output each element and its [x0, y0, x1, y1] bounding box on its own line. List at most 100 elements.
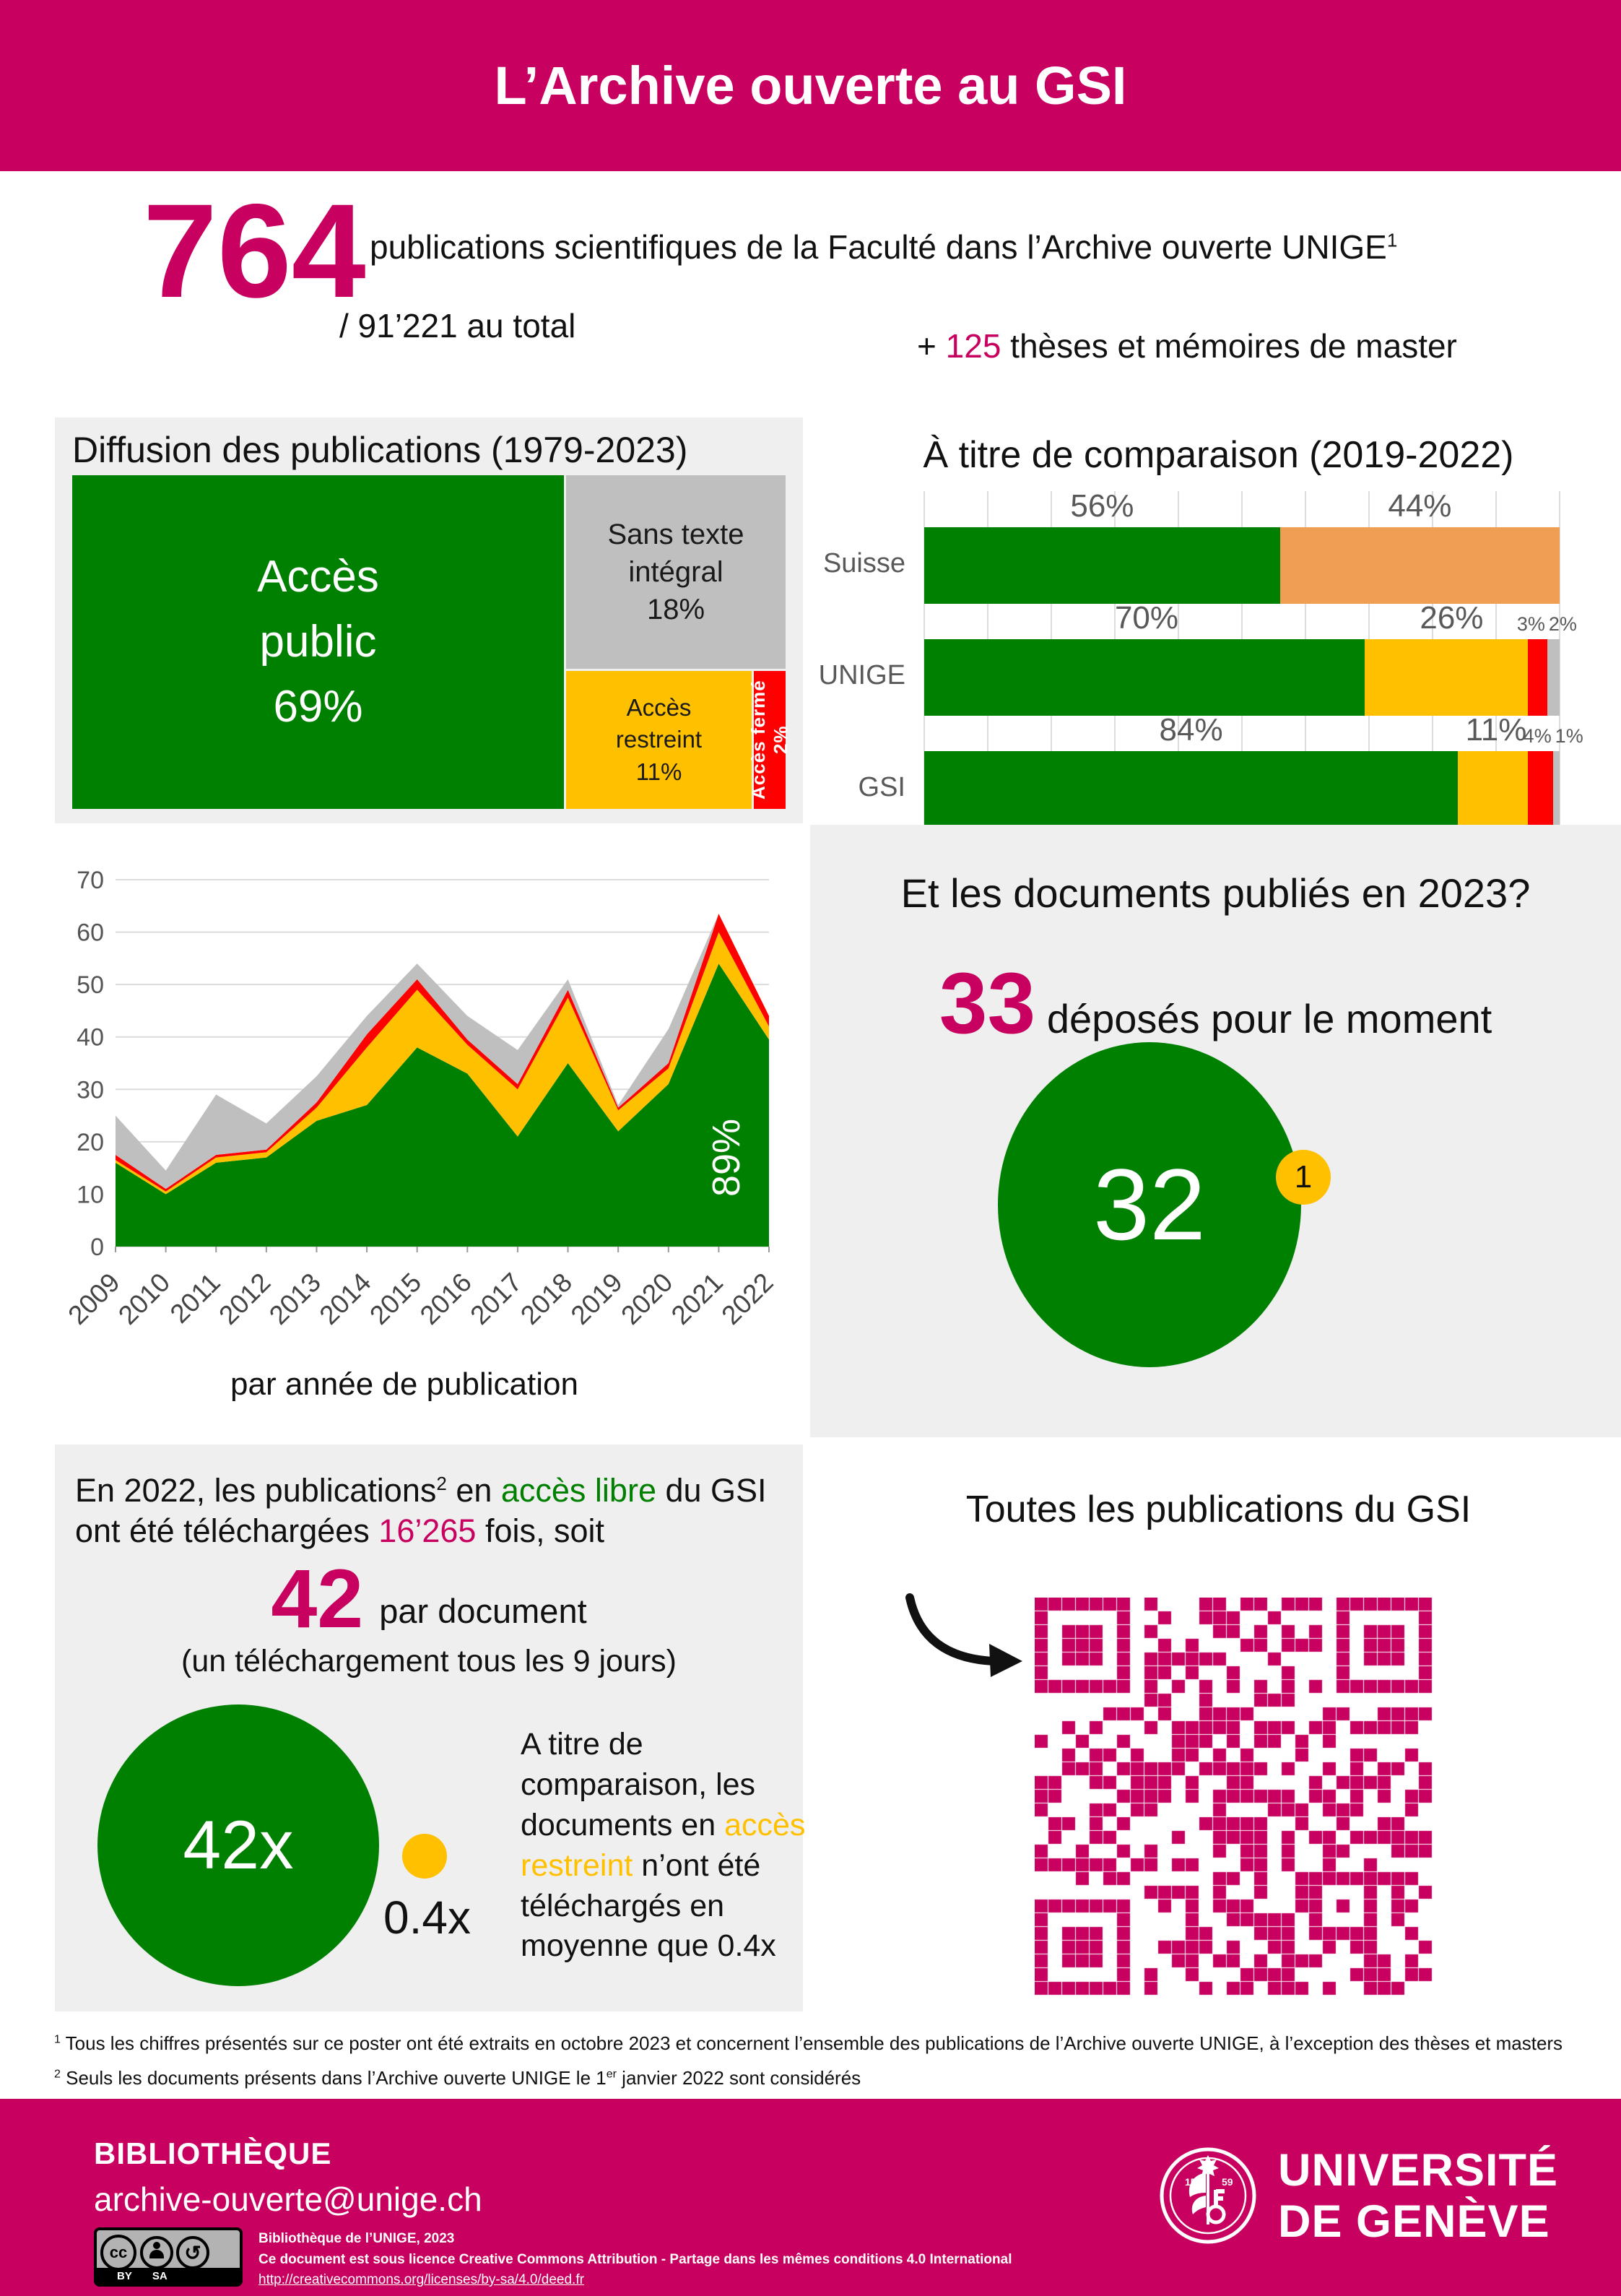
treemap-sans-texte: Sans texte intégral 18% — [566, 475, 786, 669]
bar-segment-green — [924, 751, 1459, 828]
qr-code — [1035, 1598, 1452, 2015]
category-label-unige: UNIGE — [818, 660, 905, 690]
fn2-text-b: janvier 2022 sont considérés — [616, 2067, 861, 2089]
dl-side-a: A titre de comparaison, les documents en — [521, 1727, 756, 1842]
bar-segment-yellow — [1364, 639, 1529, 716]
comparison-chart: 56% 44% Suisse 70% 26% 3% 2% UNIGE 84% 11% 4% 1% GSI — [819, 488, 1583, 856]
footer-email-link[interactable]: archive-ouverte@unige.ch — [94, 2180, 482, 2218]
university-line-2: DE GENÈVE — [1278, 2196, 1550, 2247]
treemap-acces-ferme: Accès fermé 2% — [747, 671, 791, 809]
svg-text:2014: 2014 — [314, 1268, 377, 1330]
svg-text:2016: 2016 — [414, 1268, 477, 1330]
cc-icon: cc — [100, 2235, 136, 2271]
treemap-sans-texte-label: Sans texte intégral — [607, 519, 744, 588]
bar-value-label: 4% — [1523, 725, 1552, 747]
license-line-1: Bibliothèque de l’UNIGE, 2023 — [258, 2231, 455, 2246]
treemap-chart: Accès public 69% Sans texte intégral 18%… — [72, 475, 791, 809]
fn2-sup: 2 — [54, 2068, 61, 2081]
cc-license-badge: cc ↺ BY SA — [94, 2227, 243, 2287]
by-year-chart: 0 10 20 30 40 50 60 70 2009 2010 2011 2012 2013 2014 2… — [0, 831, 809, 1372]
treemap-acces-public-label: Accès public — [257, 552, 379, 667]
license-link[interactable]: http://creativecommons.org/licenses/by-s… — [258, 2272, 584, 2287]
theses-text: thèses et mémoires de master — [1001, 327, 1457, 365]
svg-text:0: 0 — [90, 1234, 104, 1261]
dl-per-document: par document — [379, 1592, 587, 1630]
svg-text:2021: 2021 — [666, 1268, 729, 1330]
treemap-sans-texte-pct: 18% — [646, 594, 705, 625]
bar-segment-gray — [1553, 751, 1560, 828]
dl-average: 42 — [271, 1553, 364, 1645]
comparison-bar-gsi — [924, 751, 1560, 828]
svg-text:2020: 2020 — [615, 1268, 678, 1330]
svg-text:2011: 2011 — [165, 1268, 226, 1329]
svg-text:2015: 2015 — [364, 1268, 427, 1330]
dl-p-acces-libre: accès libre — [500, 1472, 656, 1509]
theses-count: 125 — [945, 327, 1001, 365]
docs-2023-count-line: 33 déposés pour le moment — [810, 953, 1621, 1053]
dl-p-a: En 2022, les publications — [75, 1472, 437, 1509]
bar-segment-gray — [1547, 639, 1560, 716]
svg-text:2010: 2010 — [113, 1268, 175, 1330]
docs-2023-yellow-badge: 1 — [1276, 1150, 1331, 1205]
svg-text:2018: 2018 — [515, 1268, 578, 1330]
license-line-2: Ce document est sous licence Creative Co… — [258, 2251, 1012, 2267]
svg-text:20: 20 — [77, 1129, 104, 1156]
qr-title: Toutes les publications du GSI — [965, 1489, 1472, 1530]
bar-value-label: 84% — [1159, 712, 1223, 748]
category-label-gsi: GSI — [858, 772, 905, 802]
treemap-acces-public: Accès public 69% — [72, 475, 564, 809]
svg-text:59: 59 — [1222, 2176, 1233, 2188]
dl-p-b: en — [446, 1472, 501, 1509]
bar-value-label: 2% — [1548, 613, 1577, 635]
docs-2023-green-circle: 32 — [998, 1042, 1301, 1367]
svg-text:2022: 2022 — [716, 1268, 778, 1330]
category-label-suisse: Suisse — [822, 548, 905, 579]
fn1-sup: 1 — [54, 2033, 61, 2046]
footnote-1: 1 Tous les chiffres présentés sur ce pos… — [54, 2032, 1563, 2055]
dl-side-acces-restreint: accès restreint — [521, 1807, 806, 1883]
footer-band: BIBLIOTHÈQUE archive-ouverte@unige.ch cc… — [0, 2099, 1621, 2296]
stat-total: / 91’221 au total — [339, 307, 576, 345]
dl-side-b: n’ont été téléchargés en moyenne que 0.4… — [521, 1847, 776, 1964]
bar-segment-orange — [1279, 527, 1560, 604]
svg-text:30: 30 — [77, 1076, 104, 1104]
svg-text:2019: 2019 — [565, 1268, 628, 1330]
docs-2023-circle-value: 32 — [1093, 1148, 1206, 1261]
bar-value-label: 56% — [1070, 488, 1134, 524]
treemap-acces-restreint-label: Accès restreint — [615, 693, 703, 753]
svg-text:2009: 2009 — [62, 1268, 125, 1330]
bar-segment-red — [1528, 639, 1547, 716]
docs-2023-text: déposés pour le moment — [1035, 996, 1492, 1041]
bar-segment-red — [1527, 751, 1554, 828]
svg-text:40: 40 — [77, 1024, 104, 1052]
page-title: L’Archive ouverte au GSI — [494, 56, 1127, 116]
svg-text:2013: 2013 — [264, 1268, 326, 1330]
footer-university-wordmark: UNIVERSITÉ DE GENÈVE — [1278, 2145, 1558, 2247]
svg-text:60: 60 — [77, 919, 104, 947]
bar-value-label: 70% — [1114, 600, 1179, 636]
treemap-title: Diffusion des publications (1979-2023) — [72, 430, 688, 470]
docs-2023-badge-value: 1 — [1294, 1159, 1313, 1195]
svg-text:2017: 2017 — [464, 1268, 527, 1330]
dl-download-count: 16’265 — [378, 1512, 477, 1550]
downloads-average-line: 42 par document — [55, 1551, 803, 1647]
comparison-bar-suisse — [924, 527, 1560, 604]
comparison-gridline — [1559, 491, 1560, 856]
bar-value-label: 26% — [1420, 600, 1484, 636]
svg-text:2012: 2012 — [213, 1268, 276, 1330]
footnote-marker-2: 2 — [436, 1473, 447, 1494]
plus-sign: + — [917, 327, 946, 365]
stat-desc-text: publications scientifiques de la Faculté… — [370, 228, 1387, 266]
unige-seal-icon: 15 59 — [1160, 2147, 1256, 2244]
comparison-bar-unige — [924, 639, 1560, 716]
stat-publications-description: publications scientifiques de la Faculté… — [370, 228, 1397, 267]
downloads-green-circle: 42x — [97, 1704, 379, 1986]
svg-text:89%: 89% — [705, 1119, 748, 1197]
footer-library: BIBLIOTHÈQUE — [94, 2136, 332, 2170]
dl-p-d: fois, soit — [476, 1512, 604, 1550]
downloads-side-text: A titre de comparaison, les documents en… — [521, 1725, 809, 1967]
bar-value-label: 11% — [1465, 712, 1527, 748]
header-band: L’Archive ouverte au GSI — [0, 0, 1621, 171]
fn2-sup-er: er — [606, 2068, 617, 2081]
